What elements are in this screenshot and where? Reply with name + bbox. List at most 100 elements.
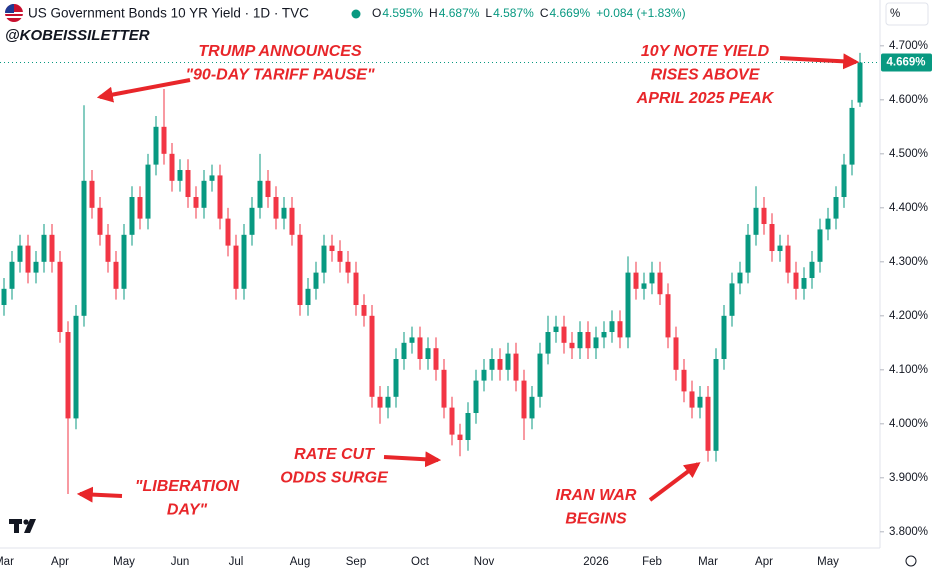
candle-body xyxy=(713,359,719,451)
x-tick-label: May xyxy=(817,556,839,568)
candle-body xyxy=(721,315,727,360)
candle-body xyxy=(673,337,679,370)
arrow xyxy=(76,486,123,503)
candle-body xyxy=(753,207,759,235)
candle-body xyxy=(289,207,295,235)
candle-body xyxy=(177,170,183,181)
annotation: ODDS SURGE xyxy=(280,470,389,487)
candle-body xyxy=(81,180,87,316)
candle-body xyxy=(217,175,223,219)
candle-body xyxy=(401,342,407,360)
candle-body xyxy=(97,207,103,235)
candle-body xyxy=(1,288,7,306)
x-tick-label: Mar xyxy=(698,556,718,568)
ohlc-value: 4.595% xyxy=(382,6,423,20)
annotation: BEGINS xyxy=(565,511,627,528)
candle-body xyxy=(377,396,383,408)
candle-body xyxy=(57,261,63,333)
candle-body xyxy=(761,207,767,225)
candle-body xyxy=(361,305,367,316)
candle-body xyxy=(561,326,567,343)
candle-body xyxy=(369,315,375,397)
change: +0.084 (+1.83%) xyxy=(596,6,685,20)
y-tick-label: 4.400% xyxy=(889,202,928,214)
candle-body xyxy=(689,391,695,408)
x-tick-label: Sep xyxy=(346,556,366,568)
candle-body xyxy=(345,261,351,273)
candle-body xyxy=(273,197,279,219)
x-tick-label: Feb xyxy=(642,556,662,568)
candle-body xyxy=(457,434,463,441)
candle-body xyxy=(105,234,111,262)
candle-body xyxy=(537,353,543,397)
annotation: DAY" xyxy=(167,502,208,519)
arrow xyxy=(96,78,191,103)
candle-body xyxy=(161,126,167,154)
unit-button[interactable] xyxy=(885,2,929,26)
ohlc-key: C xyxy=(540,6,549,20)
candle-body xyxy=(785,245,791,273)
flag-icon xyxy=(5,4,23,22)
candle-body xyxy=(265,180,271,198)
candle-body xyxy=(777,245,783,252)
candle-body xyxy=(745,234,751,273)
last-price-label: 4.669% xyxy=(886,57,925,69)
candle-body xyxy=(233,245,239,289)
candle-body xyxy=(185,170,191,198)
candle-body xyxy=(129,197,135,235)
y-tick-label: 3.800% xyxy=(889,526,928,538)
candle-body xyxy=(569,342,575,349)
candle-body xyxy=(857,62,863,103)
candle-body xyxy=(553,326,559,333)
settings-icon[interactable] xyxy=(905,555,917,567)
arrow xyxy=(779,53,860,70)
annotation: IRAN WAR xyxy=(556,487,637,504)
x-tick-label: Mar xyxy=(0,556,14,568)
candle-body xyxy=(201,180,207,208)
x-tick-label: Aug xyxy=(290,556,310,568)
unit-button-label[interactable]: % xyxy=(890,8,900,20)
candle-body xyxy=(153,126,159,165)
candle-body xyxy=(417,337,423,360)
candle-body xyxy=(705,396,711,451)
candle-body xyxy=(465,413,471,441)
candle-body xyxy=(529,396,535,419)
candle-body xyxy=(297,234,303,306)
annotation: 10Y NOTE YIELD xyxy=(641,43,770,60)
candle-body xyxy=(89,180,95,208)
candle-body xyxy=(825,218,831,230)
arrow xyxy=(648,462,701,502)
ohlc-value: 4.669% xyxy=(549,6,590,20)
candle-body xyxy=(169,153,175,181)
handle: @KOBEISSILETTER xyxy=(5,27,150,44)
candle-body xyxy=(329,245,335,252)
candle-body xyxy=(849,107,855,165)
candle-body xyxy=(513,353,519,381)
candle-body xyxy=(769,224,775,252)
candle-body xyxy=(545,332,551,354)
candle-body xyxy=(505,353,511,370)
ohlc-value: 4.687% xyxy=(439,6,480,20)
annotation: "LIBERATION xyxy=(135,478,240,495)
candle-body xyxy=(305,288,311,306)
y-tick-label: 4.000% xyxy=(889,418,928,430)
candle-body xyxy=(41,234,47,262)
candle-body xyxy=(409,337,415,343)
last-price-tag xyxy=(881,53,932,72)
candle-body xyxy=(521,380,527,419)
y-tick-label: 4.700% xyxy=(889,40,928,52)
candle-body xyxy=(601,332,607,338)
status-dot xyxy=(351,9,361,19)
candle-body xyxy=(497,359,503,370)
candle-body xyxy=(65,332,71,419)
y-tick-label: 4.300% xyxy=(889,256,928,268)
candle-body xyxy=(577,332,583,349)
annotation: RISES ABOVE xyxy=(651,67,761,84)
y-tick-label: 4.200% xyxy=(889,310,928,322)
candle-body xyxy=(385,396,391,408)
candle-body xyxy=(353,272,359,306)
x-tick-label: May xyxy=(113,556,135,568)
y-tick-label: 4.600% xyxy=(889,94,928,106)
candle-body xyxy=(697,396,703,408)
